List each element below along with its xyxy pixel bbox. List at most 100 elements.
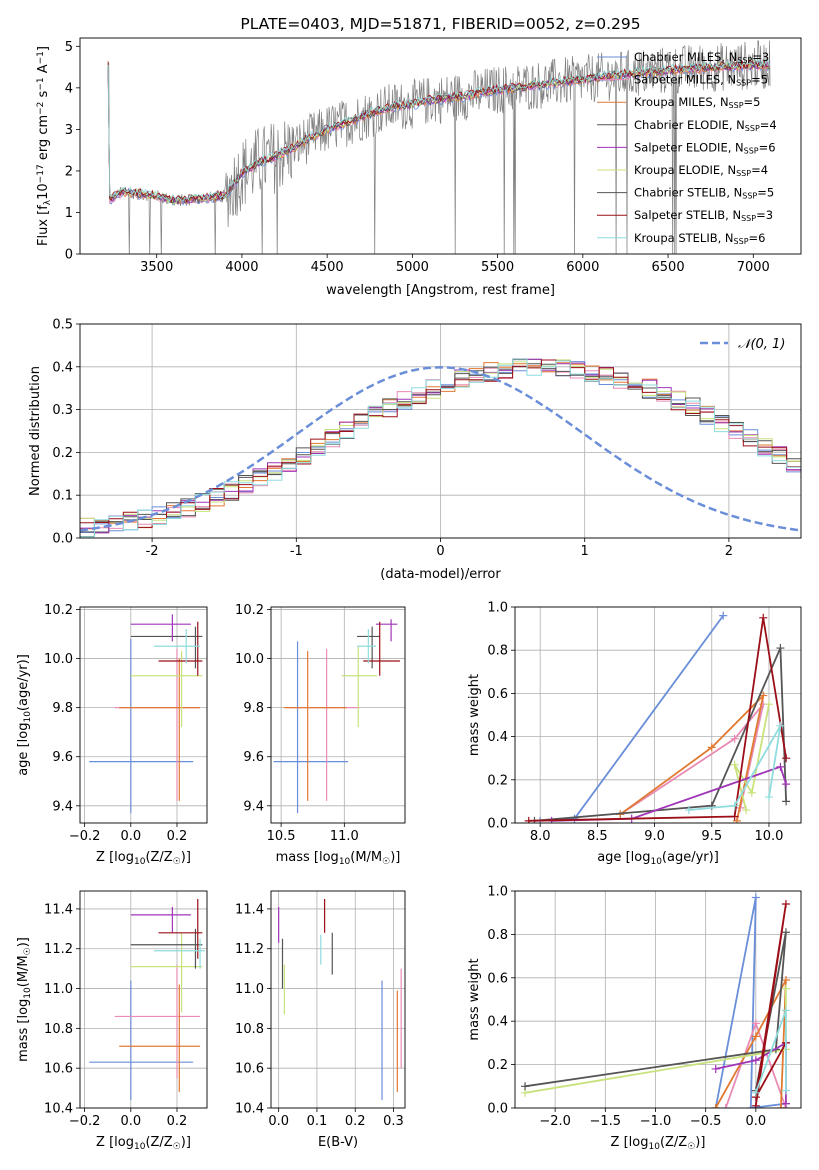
plus-marker [782,754,791,763]
y-tick-label: 0.2 [487,773,508,788]
x-axis-label: E(B-V) [318,1135,358,1150]
y-tick-label: 0.6 [487,971,508,986]
plus-marker [764,793,773,802]
y-tick-label: 11.2 [44,942,73,957]
plus-marker [730,812,739,821]
y-tick-label: 11.4 [44,902,73,917]
legend-entry: Chabrier MILES, NSSP=3 [634,50,769,65]
normal-curve [80,366,801,532]
mass_weight_vs_age-frame [514,606,802,824]
plus-marker [570,814,579,823]
age_vs_Z-plot [89,614,203,814]
histogram-step-line [80,358,801,538]
x-tick-label: 2 [725,544,733,559]
plus-marker [711,1104,720,1108]
mass_vs_Z-frame [79,890,208,1109]
x-tick-label: 0.2 [167,829,188,844]
y-tick-label: 11.0 [235,982,264,997]
plus-marker [781,928,790,937]
mass-weight-line [540,615,724,822]
axes-age_vs_mass: 10.5 11.0 9.4 9.6 9.8 10.0 10.2 [235,603,405,844]
y-tick-label: 3 [65,123,73,138]
x-axis-label: (data-model)/error [380,567,501,582]
plus-marker [521,1082,530,1091]
x-tick-label: 5000 [396,260,429,275]
y-axis-label: mass [log10(M/M☉)] [16,937,33,1062]
x-tick-label: 1 [581,544,589,559]
plus-marker [776,644,785,653]
legend-entry: Kroupa ELODIE, NSSP=4 [634,163,768,178]
plus-marker [776,1104,785,1108]
x-tick-label: 7000 [737,260,770,275]
axes-spectrum: 3500 4000 4500 5000 5500 6000 6500 7000 0 1 2 3 4 5 [65,40,770,275]
histogram-plot [80,358,801,538]
x-tick-label: 0.0 [120,1114,141,1129]
plus-marker [711,1064,720,1073]
x-tick-label: 0.0 [120,829,141,844]
mass_vs_ebv-frame [270,890,406,1109]
y-tick-label: 0.1 [52,489,73,504]
age_vs_mass-frame [270,606,406,824]
y-axis-label: mass weight [467,958,482,1040]
plus-marker [746,1104,755,1108]
spectrum-plot [107,40,771,254]
x-tick-label: 5500 [481,260,514,275]
x-tick-label: 4500 [311,260,344,275]
x-axis-label: Z [log10(Z/Z☉)] [611,1135,706,1152]
plus-marker [707,743,716,752]
plus-marker [730,760,739,769]
y-tick-label: 0.8 [487,928,508,943]
y-tick-label: 10.8 [44,1022,73,1037]
y-tick-label: 11.4 [235,902,264,917]
x-axis-label: mass [log10(M/M☉)] [276,850,401,867]
x-axis-label: Z [log10(Z/Z☉)] [96,1135,191,1152]
y-tick-label: 2 [65,164,73,179]
y-tick-label: 0.3 [52,403,73,418]
x-tick-label: 3500 [140,260,173,275]
y-tick-label: 9.4 [52,799,73,814]
x-tick-label: 4000 [225,260,258,275]
x-tick-label: 8.0 [530,829,551,844]
plus-marker [730,734,739,743]
plus-marker [730,801,739,810]
plus-marker [759,613,768,622]
mass-weight-line [754,903,787,1106]
mass-weight-line [534,647,787,822]
x-axis-label: age [log10(age/yr)] [597,850,719,867]
y-tick-label: 1.0 [487,885,508,900]
y-tick-label: 9.8 [243,701,264,716]
mass_vs_ebv-plot [278,898,402,1101]
y-tick-label: 0.2 [487,1058,508,1073]
y-tick-label: 11.0 [44,982,73,997]
x-tick-label: 0 [436,544,444,559]
x-tick-label: 0.2 [345,1114,366,1129]
x-tick-label: −2.0 [539,1114,571,1129]
plus-marker [524,816,533,823]
plus-marker [781,1006,790,1015]
plus-marker [751,1088,760,1097]
y-tick-label: 0.4 [487,1015,508,1030]
plus-marker [781,975,790,984]
x-tick-label: 8.5 [587,829,608,844]
x-tick-label: 9.5 [701,829,722,844]
mass-weight-line [524,932,787,1091]
axes-residuals: -2 -1 0 1 2 0.0 0.1 0.2 0.3 0.4 0.5 [52,318,801,559]
mass_weight_vs_Z-frame [514,890,802,1109]
plus-marker [776,721,785,730]
y-tick-label: 10.4 [44,1102,73,1117]
y-tick-label: 0.0 [52,532,73,547]
x-tick-label: 6500 [652,260,685,275]
spectrum-frame [79,37,802,255]
y-tick-label: 10.2 [44,603,73,618]
y-tick-label: 9.6 [243,750,264,765]
legend-entry: Salpeter STELIB, NSSP=3 [634,208,773,223]
plus-marker [781,900,790,909]
y-tick-label: 0 [65,248,73,263]
x-tick-label: −1.0 [640,1114,672,1129]
y-tick-label: 10.8 [235,1022,264,1037]
y-tick-label: 0.4 [52,360,73,375]
mass-weight-line [528,617,787,822]
histogram-step-line [80,359,801,528]
mass-weight-line [688,725,782,811]
